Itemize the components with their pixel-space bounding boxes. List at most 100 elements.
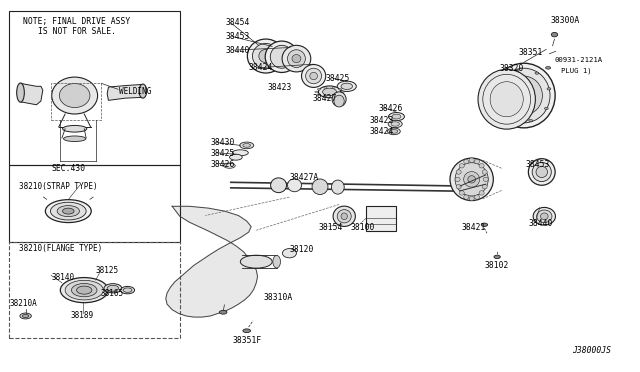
Text: 38427A: 38427A bbox=[289, 173, 319, 182]
Text: 38421: 38421 bbox=[461, 223, 486, 232]
Bar bbox=[366, 206, 396, 231]
Ellipse shape bbox=[271, 178, 287, 193]
Ellipse shape bbox=[139, 84, 147, 98]
Ellipse shape bbox=[120, 286, 134, 294]
Ellipse shape bbox=[317, 94, 321, 95]
Ellipse shape bbox=[341, 91, 344, 93]
Ellipse shape bbox=[324, 87, 327, 89]
Ellipse shape bbox=[332, 87, 335, 89]
Polygon shape bbox=[107, 84, 143, 100]
Ellipse shape bbox=[65, 280, 103, 300]
Bar bbox=[9, 12, 180, 164]
Text: 38351: 38351 bbox=[519, 48, 543, 57]
Ellipse shape bbox=[474, 195, 479, 199]
Ellipse shape bbox=[482, 185, 487, 189]
Ellipse shape bbox=[324, 95, 327, 97]
Text: 38125: 38125 bbox=[96, 266, 119, 275]
Ellipse shape bbox=[72, 283, 97, 297]
Text: 38423: 38423 bbox=[370, 116, 394, 125]
Ellipse shape bbox=[392, 114, 401, 119]
Polygon shape bbox=[166, 206, 257, 317]
Ellipse shape bbox=[332, 92, 346, 107]
Bar bbox=[9, 242, 180, 338]
Ellipse shape bbox=[388, 112, 404, 121]
Bar bbox=[51, 83, 100, 119]
Text: 38310A: 38310A bbox=[264, 293, 293, 302]
Ellipse shape bbox=[497, 101, 500, 103]
Ellipse shape bbox=[259, 49, 273, 62]
Ellipse shape bbox=[22, 314, 29, 318]
Ellipse shape bbox=[337, 210, 351, 223]
Ellipse shape bbox=[317, 89, 321, 90]
Ellipse shape bbox=[232, 150, 248, 156]
Ellipse shape bbox=[265, 41, 298, 73]
Ellipse shape bbox=[540, 213, 548, 219]
Ellipse shape bbox=[334, 95, 344, 107]
Text: 38154: 38154 bbox=[319, 223, 343, 232]
Ellipse shape bbox=[247, 39, 284, 73]
Ellipse shape bbox=[57, 206, 79, 217]
Text: 38100: 38100 bbox=[351, 223, 375, 232]
Ellipse shape bbox=[323, 88, 337, 96]
Ellipse shape bbox=[536, 166, 547, 177]
Ellipse shape bbox=[482, 170, 487, 174]
Text: 38189: 38189 bbox=[70, 311, 93, 320]
Ellipse shape bbox=[459, 191, 464, 195]
Ellipse shape bbox=[306, 68, 321, 84]
Ellipse shape bbox=[474, 159, 479, 164]
Ellipse shape bbox=[479, 164, 484, 168]
Ellipse shape bbox=[339, 89, 342, 90]
Ellipse shape bbox=[240, 142, 253, 149]
Text: 38453: 38453 bbox=[525, 160, 550, 169]
Text: 38424: 38424 bbox=[370, 127, 394, 136]
Text: 38140: 38140 bbox=[51, 273, 74, 282]
Ellipse shape bbox=[315, 91, 318, 93]
Ellipse shape bbox=[478, 69, 536, 129]
Ellipse shape bbox=[459, 164, 464, 168]
Ellipse shape bbox=[301, 64, 326, 87]
Ellipse shape bbox=[493, 63, 555, 128]
Ellipse shape bbox=[243, 329, 250, 333]
Ellipse shape bbox=[456, 170, 461, 174]
Text: 38424: 38424 bbox=[248, 63, 273, 72]
Text: WELDING: WELDING bbox=[119, 87, 152, 96]
Ellipse shape bbox=[390, 129, 397, 133]
Text: 38300A: 38300A bbox=[550, 16, 580, 25]
Ellipse shape bbox=[506, 76, 542, 115]
Text: 38453: 38453 bbox=[226, 32, 250, 41]
Ellipse shape bbox=[252, 44, 279, 68]
Ellipse shape bbox=[230, 154, 243, 160]
Ellipse shape bbox=[483, 177, 488, 182]
Ellipse shape bbox=[500, 81, 504, 84]
Ellipse shape bbox=[332, 180, 344, 194]
Ellipse shape bbox=[547, 88, 551, 90]
Ellipse shape bbox=[287, 179, 301, 192]
Text: 38120: 38120 bbox=[289, 245, 314, 254]
Ellipse shape bbox=[391, 122, 399, 126]
Ellipse shape bbox=[63, 208, 74, 214]
Ellipse shape bbox=[494, 255, 500, 259]
Ellipse shape bbox=[273, 256, 280, 268]
Ellipse shape bbox=[319, 86, 340, 98]
Text: 38426: 38426 bbox=[379, 104, 403, 113]
Ellipse shape bbox=[287, 50, 305, 67]
Ellipse shape bbox=[464, 195, 469, 199]
Ellipse shape bbox=[490, 82, 524, 117]
Ellipse shape bbox=[450, 158, 493, 201]
Polygon shape bbox=[19, 83, 43, 105]
Ellipse shape bbox=[519, 90, 529, 101]
Text: J38000JS: J38000JS bbox=[572, 346, 611, 355]
Text: 38427: 38427 bbox=[312, 94, 337, 103]
Text: 38440: 38440 bbox=[226, 46, 250, 55]
Text: 00931-2121A: 00931-2121A bbox=[554, 57, 603, 64]
Ellipse shape bbox=[60, 84, 90, 108]
Text: 38320: 38320 bbox=[500, 64, 524, 73]
Ellipse shape bbox=[388, 120, 402, 128]
Text: PLUG 1): PLUG 1) bbox=[561, 68, 591, 74]
Ellipse shape bbox=[104, 284, 122, 293]
Ellipse shape bbox=[63, 136, 86, 141]
Text: NOTE; FINAL DRIVE ASSY: NOTE; FINAL DRIVE ASSY bbox=[23, 17, 130, 26]
Ellipse shape bbox=[339, 94, 342, 95]
Ellipse shape bbox=[514, 85, 534, 106]
Ellipse shape bbox=[545, 108, 548, 110]
